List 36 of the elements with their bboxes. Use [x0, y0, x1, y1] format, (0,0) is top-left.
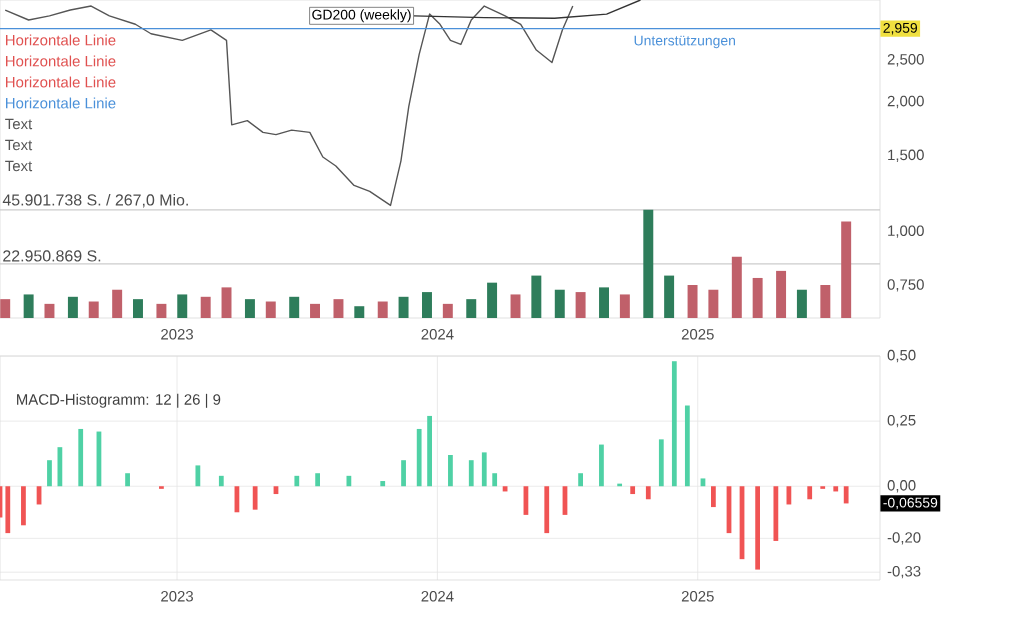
bar	[755, 486, 761, 570]
bar	[401, 460, 406, 487]
bar	[544, 486, 550, 534]
bar	[468, 460, 474, 487]
bar	[645, 486, 651, 500]
bar	[5, 486, 11, 534]
bar	[315, 473, 321, 487]
bar	[380, 481, 386, 487]
bar	[125, 473, 130, 487]
bar	[710, 486, 716, 508]
bar	[252, 486, 258, 510]
bar	[773, 486, 779, 541]
bar	[21, 486, 26, 526]
bar	[195, 465, 201, 487]
bar	[492, 473, 498, 487]
bar	[807, 486, 813, 500]
bar	[481, 452, 487, 487]
bar	[294, 475, 300, 487]
line-series	[413, 0, 642, 19]
bar	[78, 428, 84, 487]
bar	[671, 361, 677, 487]
bar	[448, 454, 453, 487]
bar	[427, 415, 432, 487]
bar	[57, 447, 63, 487]
bar	[833, 486, 839, 492]
bar	[684, 405, 690, 487]
bar	[599, 444, 604, 487]
bar	[346, 475, 352, 487]
bar	[658, 439, 664, 487]
bar	[843, 486, 849, 504]
bar	[218, 475, 224, 487]
bar	[630, 486, 636, 495]
bar	[47, 460, 52, 487]
line-series	[4, 5, 574, 207]
bar	[578, 473, 583, 487]
bar	[416, 428, 422, 487]
